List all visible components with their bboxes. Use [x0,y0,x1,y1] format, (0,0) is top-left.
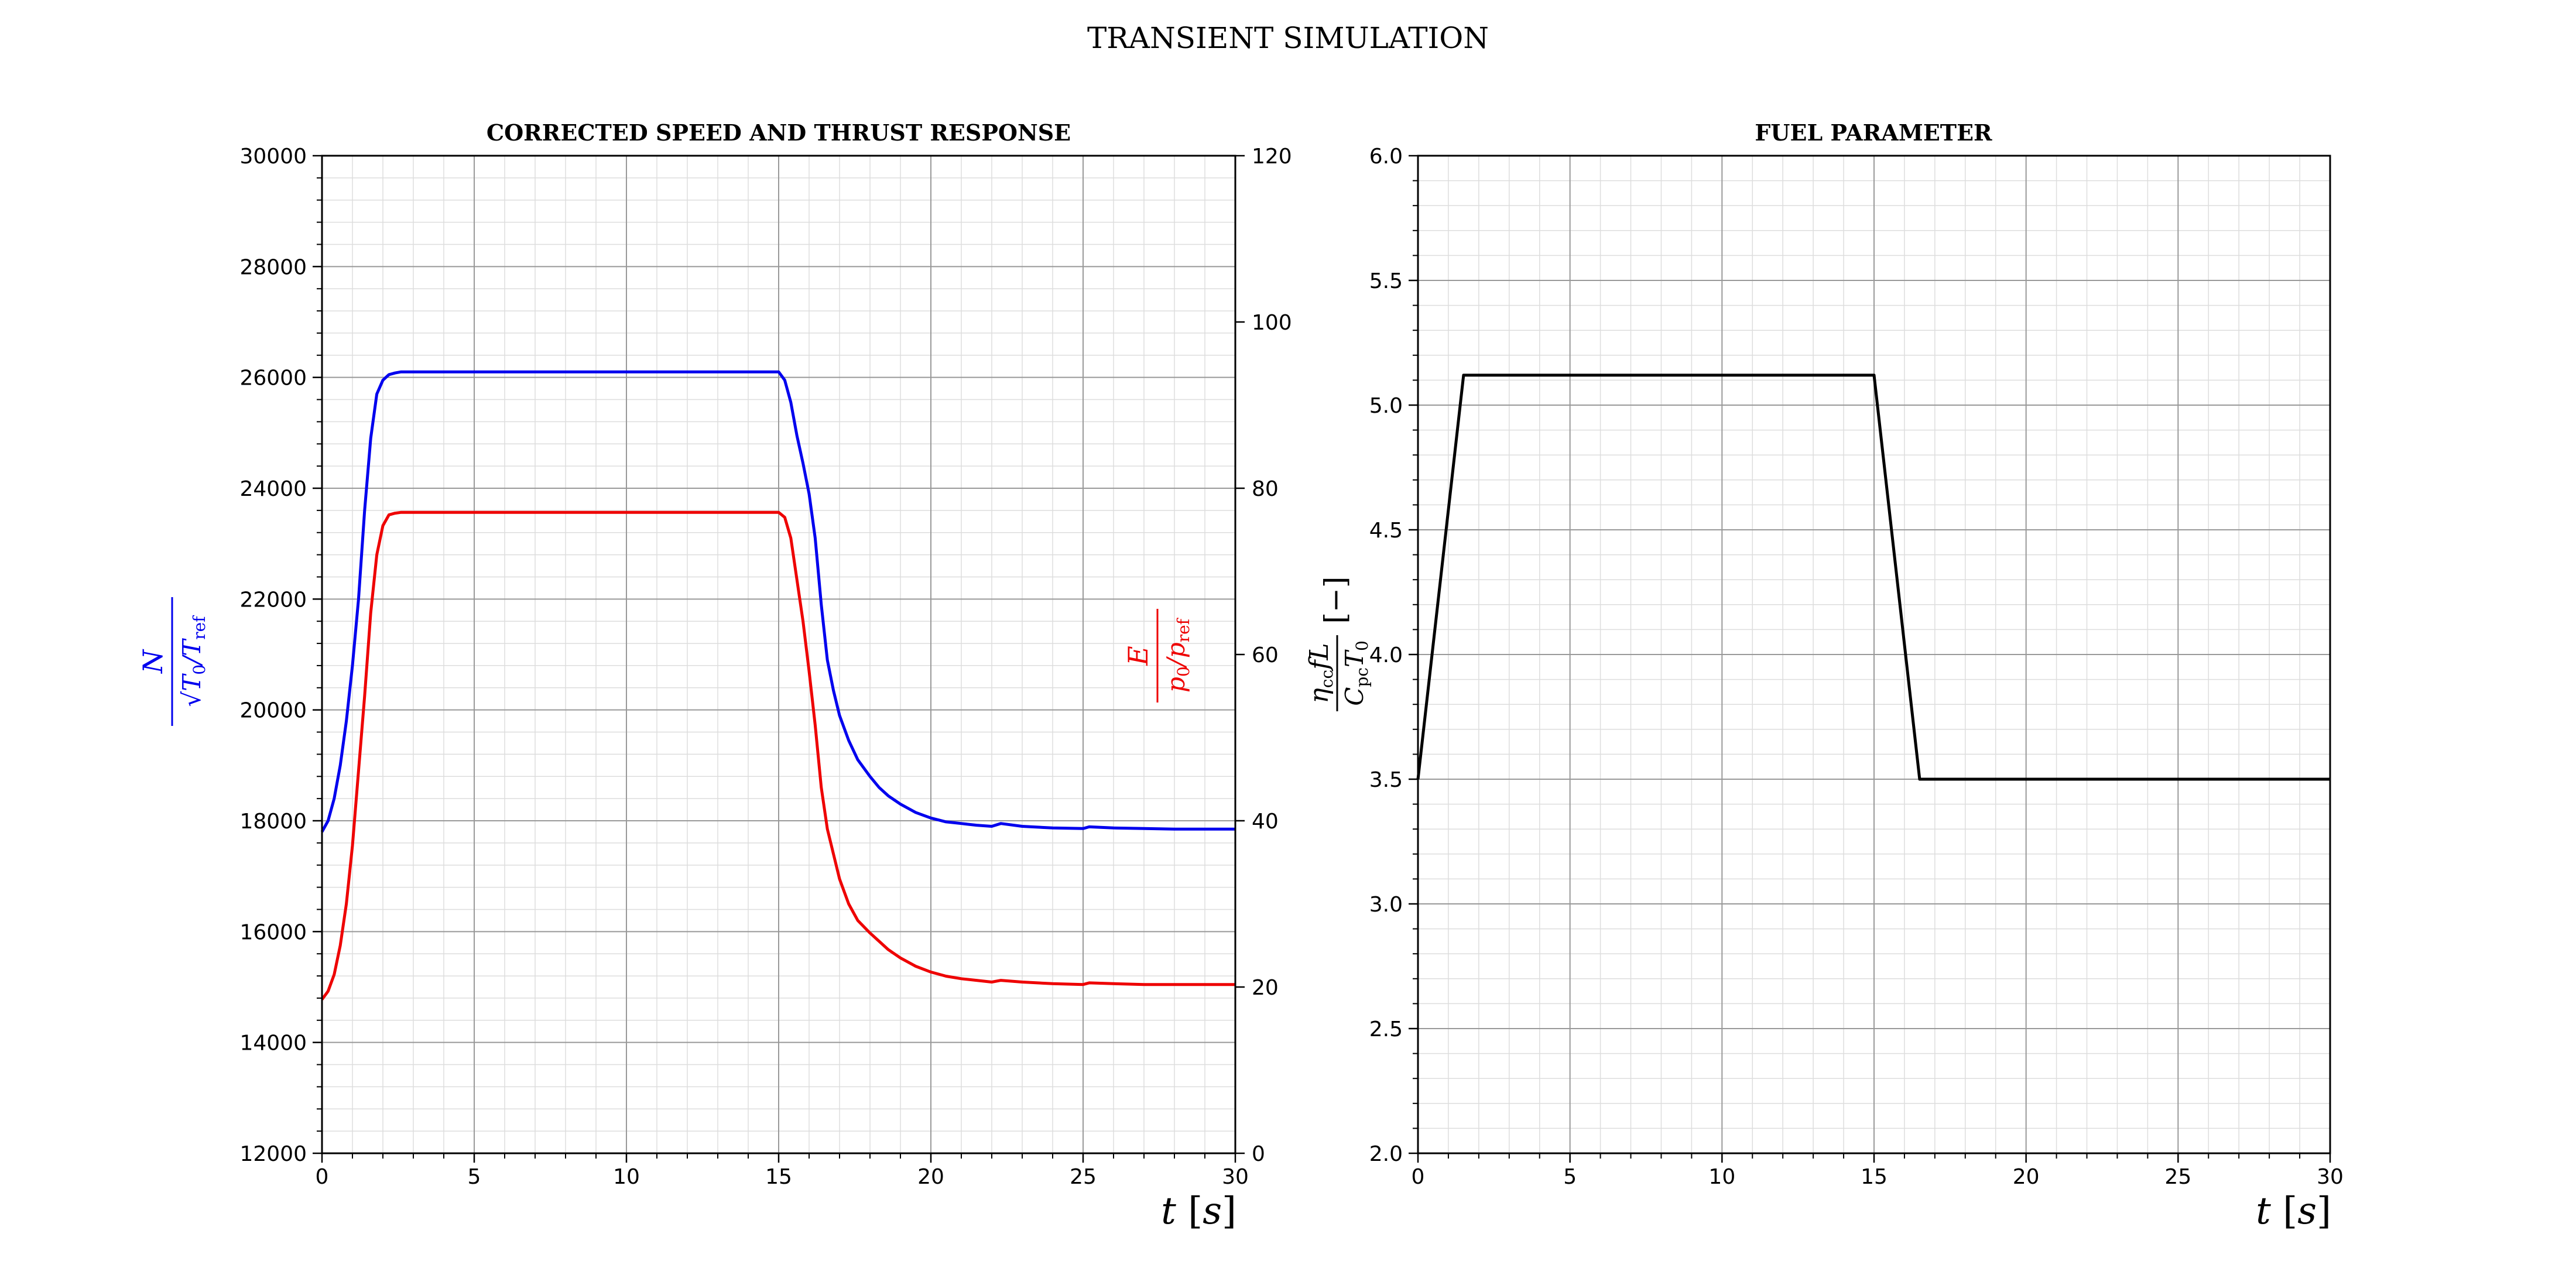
y-tick-label: 5.0 [1369,394,1403,418]
y-tick-label: 4.0 [1369,643,1403,667]
speed-ylabel-numerator: N [137,649,169,674]
y-tick-label: 18000 [239,810,307,834]
series-lines [1416,373,2330,781]
speed-thrust-chart: CORRECTED SPEED AND THRUST RESPONSE 0 5 10… [137,119,1292,1233]
y-tick-label: 3.0 [1369,893,1403,917]
y-tick-label: 16000 [239,920,307,944]
y-tick-label: 20000 [239,699,307,723]
y-tick-label: 26000 [239,366,307,390]
y-tick-label: 4.5 [1369,519,1403,543]
fuel-parameter-chart: FUEL PARAMETER 0 5 10 15 20 25 30 2.0 2.5 3.0 3.5 4… [1304,119,2344,1233]
speed-thrust-chart-title: CORRECTED SPEED AND THRUST RESPONSE [487,119,1071,146]
x-tick-label: 0 [316,1165,329,1189]
y2-tick-label: 20 [1252,976,1279,1000]
y-tick-label: 14000 [239,1032,307,1056]
fuel-parameter-chart-title: FUEL PARAMETER [1755,119,1992,146]
grid-major [321,155,1236,1154]
y-tick-label: 22000 [239,588,307,612]
series-line-0 [320,370,1235,833]
fuel-ylabel: ηccfL CpcT0 [−] [1304,577,1372,711]
y-tick-label: 30000 [239,145,307,169]
y2-tick-label: 0 [1252,1142,1265,1166]
y-tick-label: 12000 [239,1142,307,1166]
series-line-1 [320,510,1235,1000]
y-tick-label: 5.5 [1369,269,1403,293]
y2-tick-label: 60 [1252,643,1279,667]
thrust-ylabel-denominator: p0/pref [1162,617,1193,693]
figure-suptitle: TRANSIENT SIMULATION [1087,21,1489,55]
y-tick-label: 6.0 [1369,145,1403,169]
fuel-ylabel-numerator: ηccfL [1304,643,1337,703]
x-tick-label: 25 [2164,1165,2191,1189]
x-tick-label: 5 [468,1165,481,1189]
x-tick-label: 20 [2013,1165,2040,1189]
x-tick-label: 15 [1861,1165,1888,1189]
y-tick-label: 28000 [239,255,307,279]
y-tick-label: 24000 [239,477,307,501]
fuel-ylabel-denominator: CpcT0 [1340,640,1372,706]
x-tick-label: 10 [1708,1165,1735,1189]
x-tick-label: 25 [1070,1165,1097,1189]
speed-ylabel: N √T0/Tref [137,597,209,726]
x-tick-label: 20 [917,1165,944,1189]
y2-tick-label: 120 [1252,145,1292,169]
fuel-parameter-plot-frame [1417,155,2331,1154]
axis-ticks [1409,155,2331,1163]
x-tick-label: 10 [613,1165,640,1189]
series-lines [320,370,1235,1000]
y2-tick-label: 80 [1252,477,1279,501]
y-tick-label: 3.5 [1369,768,1403,792]
tick-labels: 0 5 10 15 20 25 30 12000 14000 16000 18000 20000 220… [239,145,1292,1189]
speed-ylabel-denominator: √T0/Tref [177,615,209,707]
x-tick-label: 0 [1412,1165,1425,1189]
y-tick-label: 2.5 [1369,1017,1403,1041]
y2-tick-label: 100 [1252,311,1292,335]
series-line-0 [1416,373,2330,781]
fuel-ylabel-unit: [−] [1318,577,1352,624]
x-tick-label: 30 [1222,1165,1249,1189]
speed-thrust-xlabel: t [s] [1161,1190,1236,1233]
y-tick-label: 2.0 [1369,1142,1403,1166]
x-tick-label: 5 [1563,1165,1577,1189]
speed-thrust-plot-frame [321,155,1236,1154]
thrust-ylabel-numerator: E [1122,646,1154,666]
x-tick-label: 30 [2317,1165,2344,1189]
y2-tick-label: 40 [1252,810,1279,834]
tick-labels: 0 5 10 15 20 25 30 2.0 2.5 3.0 3.5 4.0 4.5 5.0 5.5 6.0 [1369,145,2344,1189]
x-tick-label: 15 [765,1165,792,1189]
thrust-ylabel: E p0/pref [1122,609,1193,703]
fuel-parameter-xlabel: t [s] [2256,1190,2331,1233]
